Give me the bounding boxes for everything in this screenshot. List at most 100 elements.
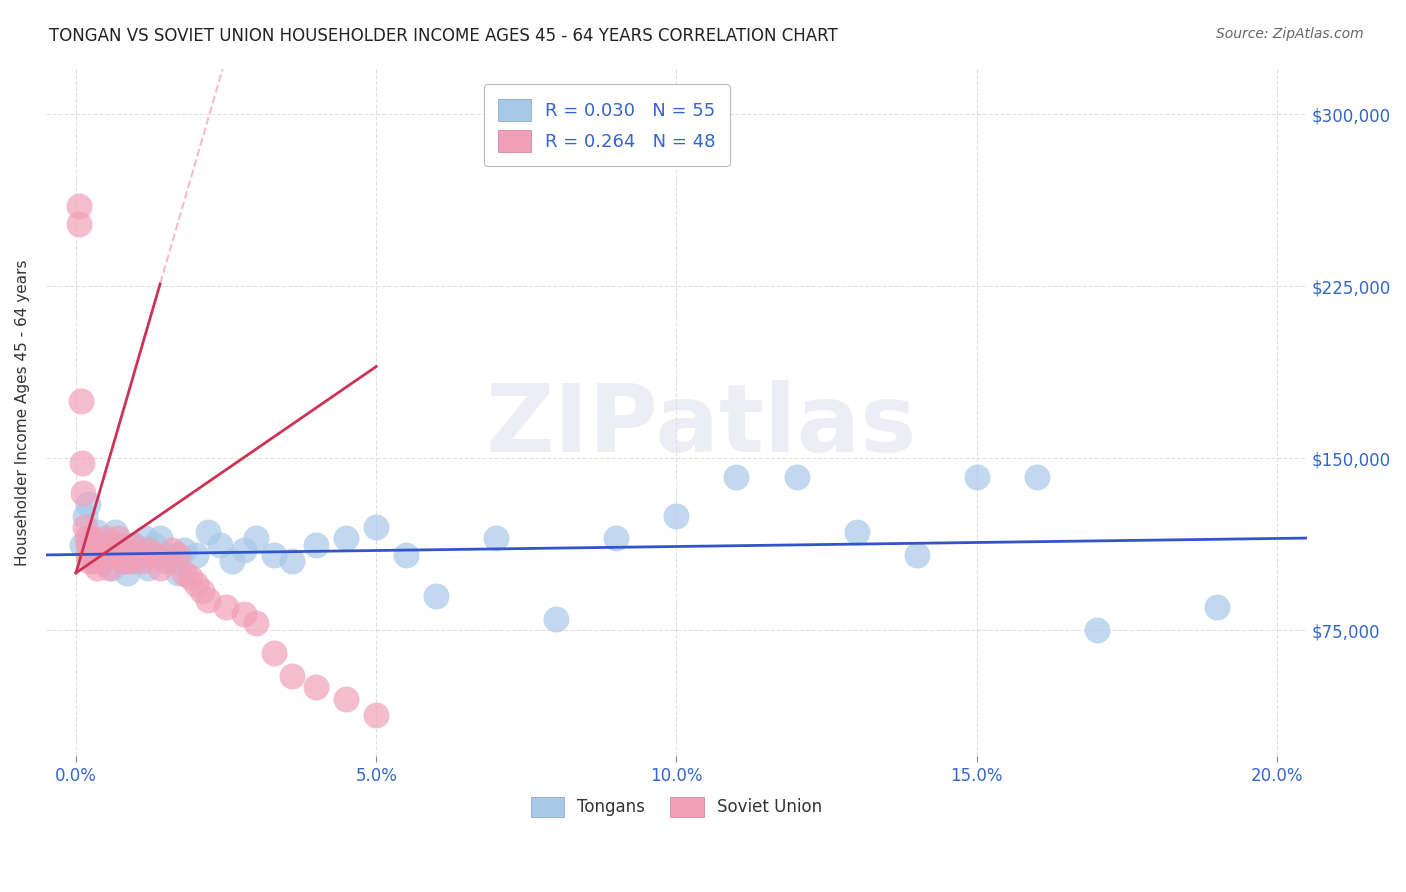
Point	[70, 456, 93, 470]
Point	[167, 566, 190, 580]
Point	[73, 508, 96, 523]
Point	[245, 616, 267, 631]
Point	[86, 524, 108, 539]
Point	[209, 538, 232, 552]
Point	[131, 554, 153, 568]
Text: TONGAN VS SOVIET UNION HOUSEHOLDER INCOME AGES 45 - 64 YEARS CORRELATION CHART: TONGAN VS SOVIET UNION HOUSEHOLDER INCOM…	[49, 27, 838, 45]
Point	[173, 543, 195, 558]
Point	[605, 532, 627, 546]
Point	[104, 524, 127, 539]
Point	[263, 646, 285, 660]
Point	[233, 607, 256, 621]
Point	[128, 543, 150, 558]
Point	[233, 543, 256, 558]
Point	[77, 548, 100, 562]
Point	[173, 566, 195, 580]
Text: ZIPatlas: ZIPatlas	[486, 380, 917, 472]
Point	[485, 532, 508, 546]
Point	[167, 548, 190, 562]
Point	[131, 548, 153, 562]
Point	[77, 554, 100, 568]
Point	[73, 520, 96, 534]
Point	[179, 570, 201, 584]
Point	[94, 532, 117, 546]
Point	[110, 548, 132, 562]
Point	[197, 593, 219, 607]
Point	[98, 561, 121, 575]
Point	[91, 554, 114, 568]
Point	[122, 538, 145, 552]
Point	[281, 554, 304, 568]
Point	[1085, 623, 1108, 637]
Point	[76, 532, 98, 546]
Point	[98, 548, 121, 562]
Point	[1025, 469, 1047, 483]
Point	[83, 548, 105, 562]
Point	[425, 589, 447, 603]
Point	[155, 554, 177, 568]
Point	[89, 538, 111, 552]
Point	[366, 520, 388, 534]
Point	[101, 561, 124, 575]
Point	[115, 543, 138, 558]
Point	[107, 548, 129, 562]
Point	[101, 548, 124, 562]
Point	[110, 538, 132, 552]
Point	[160, 554, 183, 568]
Point	[104, 538, 127, 552]
Point	[70, 538, 93, 552]
Point	[221, 554, 243, 568]
Point	[91, 548, 114, 562]
Point	[149, 561, 172, 575]
Point	[67, 218, 90, 232]
Point	[136, 561, 159, 575]
Point	[69, 393, 91, 408]
Point	[139, 548, 162, 562]
Point	[83, 548, 105, 562]
Point	[197, 524, 219, 539]
Point	[1205, 600, 1227, 615]
Point	[89, 538, 111, 552]
Point	[125, 554, 148, 568]
Point	[143, 538, 166, 552]
Point	[160, 543, 183, 558]
Legend: Tongans, Soviet Union: Tongans, Soviet Union	[524, 790, 828, 823]
Point	[136, 543, 159, 558]
Point	[184, 577, 207, 591]
Point	[94, 543, 117, 558]
Point	[115, 566, 138, 580]
Point	[83, 554, 105, 568]
Point	[845, 524, 868, 539]
Point	[725, 469, 748, 483]
Point	[77, 538, 100, 552]
Point	[786, 469, 808, 483]
Point	[305, 681, 328, 695]
Point	[546, 612, 568, 626]
Point	[245, 532, 267, 546]
Point	[122, 538, 145, 552]
Point	[966, 469, 988, 483]
Point	[143, 548, 166, 562]
Point	[107, 532, 129, 546]
Point	[191, 584, 214, 599]
Point	[905, 548, 928, 562]
Point	[125, 548, 148, 562]
Point	[155, 548, 177, 562]
Point	[72, 485, 94, 500]
Point	[112, 554, 135, 568]
Point	[82, 543, 104, 558]
Point	[335, 532, 357, 546]
Point	[184, 548, 207, 562]
Point	[118, 554, 141, 568]
Point	[77, 497, 100, 511]
Point	[86, 561, 108, 575]
Point	[149, 532, 172, 546]
Point	[80, 532, 103, 546]
Point	[305, 538, 328, 552]
Point	[665, 508, 688, 523]
Point	[112, 554, 135, 568]
Point	[118, 548, 141, 562]
Point	[366, 708, 388, 723]
Point	[335, 692, 357, 706]
Point	[67, 199, 90, 213]
